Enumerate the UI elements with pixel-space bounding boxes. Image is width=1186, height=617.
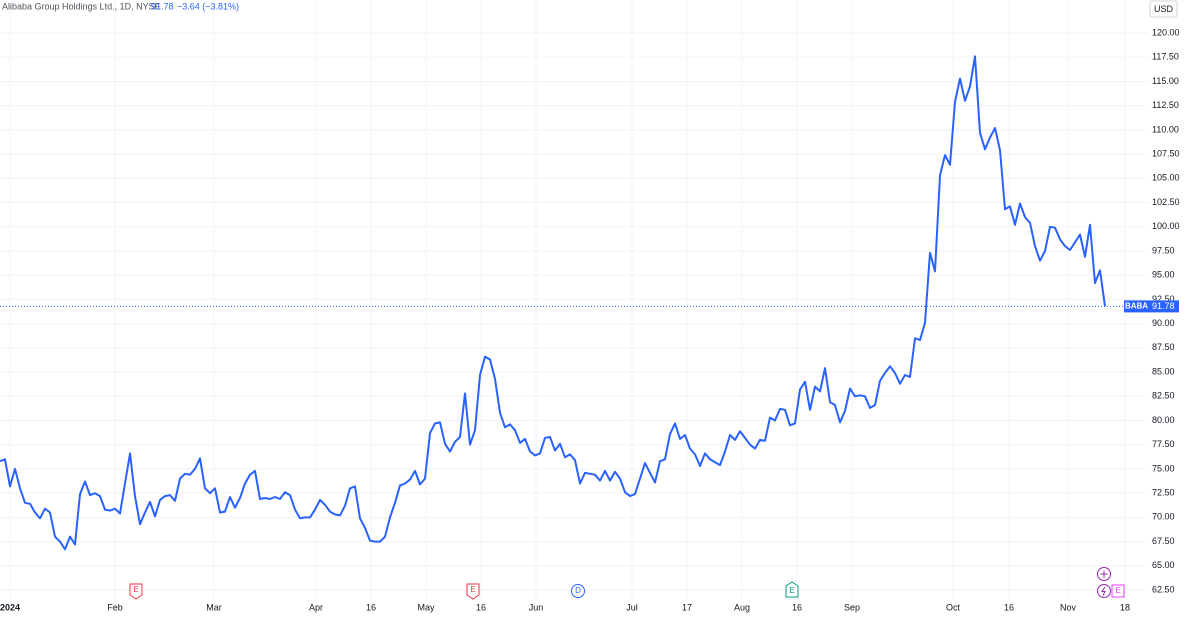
event-label: E bbox=[470, 585, 475, 594]
symbol-label: BABA bbox=[1125, 302, 1148, 311]
event-markers: E E D E E bbox=[129, 567, 1125, 600]
currency-box[interactable] bbox=[1149, 0, 1178, 18]
event-label: E bbox=[1115, 586, 1120, 595]
earnings-marker[interactable] bbox=[1111, 584, 1125, 598]
y-tick-label: 77.50 bbox=[1152, 439, 1175, 449]
y-tick-label: 107.50 bbox=[1152, 148, 1180, 158]
earnings-marker[interactable] bbox=[129, 583, 143, 600]
x-tick-label: May bbox=[417, 602, 435, 612]
earnings-marker[interactable] bbox=[785, 581, 799, 598]
price-tag-label: 91.78 bbox=[1152, 301, 1175, 311]
x-tick-label: 18 bbox=[1120, 602, 1130, 612]
y-tick-label: 75.00 bbox=[1152, 463, 1175, 473]
x-tick-label: Oct bbox=[946, 602, 961, 612]
y-tick-label: 65.00 bbox=[1152, 560, 1175, 570]
price-line bbox=[0, 55, 1106, 551]
y-tick-label: 117.50 bbox=[1152, 52, 1179, 62]
x-tick-label: Apr bbox=[309, 602, 323, 612]
x-tick-label: Jun bbox=[529, 602, 544, 612]
y-tick-label: 100.00 bbox=[1152, 221, 1180, 231]
y-tick-label: 102.50 bbox=[1152, 197, 1180, 207]
y-tick-label: 67.50 bbox=[1152, 536, 1175, 546]
x-tick-label: Aug bbox=[734, 602, 750, 612]
y-tick-label: 87.50 bbox=[1152, 342, 1175, 352]
y-tick-label: 95.00 bbox=[1152, 270, 1175, 280]
y-tick-label: 70.00 bbox=[1152, 512, 1175, 522]
y-tick-label: 82.50 bbox=[1152, 391, 1175, 401]
y-tick-label: 120.00 bbox=[1152, 27, 1180, 37]
y-tick-label: 97.50 bbox=[1152, 245, 1175, 255]
y-tick-label: 92.50 bbox=[1152, 294, 1175, 304]
y-tick-label: 90.00 bbox=[1152, 318, 1175, 328]
last-price: 91.78 bbox=[151, 1, 174, 11]
chart-title: Alibaba Group Holdings Ltd., 1D, NYSE bbox=[2, 1, 161, 11]
x-tick-label: 16 bbox=[366, 602, 376, 612]
x-tick-label: 16 bbox=[792, 602, 802, 612]
bolt-icon bbox=[1101, 586, 1106, 596]
y-tick-label: 110.00 bbox=[1152, 124, 1179, 134]
grid bbox=[0, 0, 1148, 600]
event-label: D bbox=[575, 586, 581, 595]
event-label: E bbox=[789, 586, 794, 595]
currency[interactable]: USD bbox=[1154, 4, 1174, 14]
y-tick-label: 80.00 bbox=[1152, 415, 1175, 425]
price-tag bbox=[1149, 300, 1179, 313]
x-tick-label: 2024 bbox=[0, 602, 20, 612]
y-tick-label: 105.00 bbox=[1152, 173, 1180, 183]
x-tick-label: Feb bbox=[107, 602, 123, 612]
plus-icon bbox=[1100, 570, 1108, 578]
event-label: E bbox=[133, 585, 138, 594]
x-tick-label: Nov bbox=[1060, 602, 1077, 612]
x-tick-label: 16 bbox=[1004, 602, 1014, 612]
price-change: −3.64 (−3.81%) bbox=[177, 1, 239, 11]
x-tick-label: Mar bbox=[206, 602, 222, 612]
x-tick-label: 16 bbox=[476, 602, 486, 612]
x-tick-label: 17 bbox=[682, 602, 692, 612]
dividend-marker[interactable] bbox=[571, 584, 585, 598]
y-tick-label: 72.50 bbox=[1152, 488, 1175, 498]
y-tick-label: 115.00 bbox=[1152, 76, 1179, 86]
y-tick-label: 85.00 bbox=[1152, 366, 1175, 376]
symbol-tag bbox=[1124, 300, 1149, 313]
y-tick-label: 62.50 bbox=[1152, 584, 1175, 594]
x-tick-label: Jul bbox=[626, 602, 638, 612]
x-tick-label: Sep bbox=[844, 602, 860, 612]
y-tick-label: 112.50 bbox=[1152, 100, 1179, 110]
earnings-marker[interactable] bbox=[466, 583, 480, 600]
